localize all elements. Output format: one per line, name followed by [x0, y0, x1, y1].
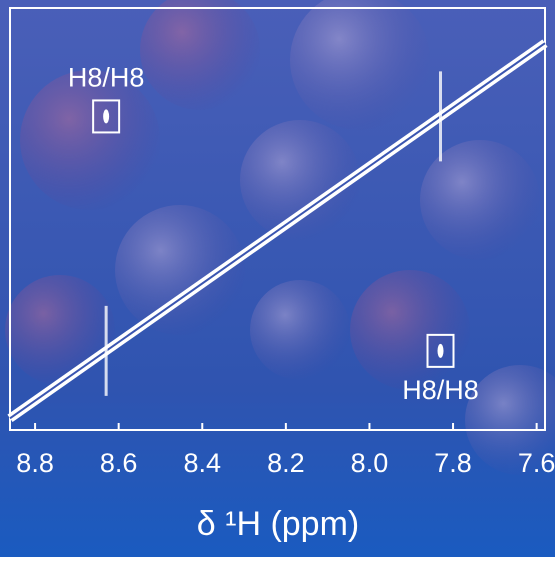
chart: δ ¹H (ppm) 8.8 8.6 8.4 8.2 8.0 7.8 7.6 H8/H8 H8/…	[0, 0, 555, 557]
x-axis-label: δ ¹H (ppm)	[197, 505, 359, 543]
x-tick-label: 7.8	[434, 448, 472, 478]
x-tick-label: 8.6	[100, 448, 138, 478]
cross-peak	[438, 344, 444, 358]
cross-peak	[103, 109, 109, 123]
x-tick-label: 8.8	[16, 448, 54, 478]
annotation: H8/H8	[68, 62, 145, 92]
x-tick-label: 8.0	[351, 448, 389, 478]
x-tick-label: 8.4	[183, 448, 221, 478]
x-tick-label: 7.6	[518, 448, 555, 478]
page: δ ¹H (ppm) 8.8 8.6 8.4 8.2 8.0 7.8 7.6 H8/H8 H8/…	[0, 0, 555, 562]
annotation: H8/H8	[402, 375, 479, 405]
x-tick-label: 8.2	[267, 448, 305, 478]
